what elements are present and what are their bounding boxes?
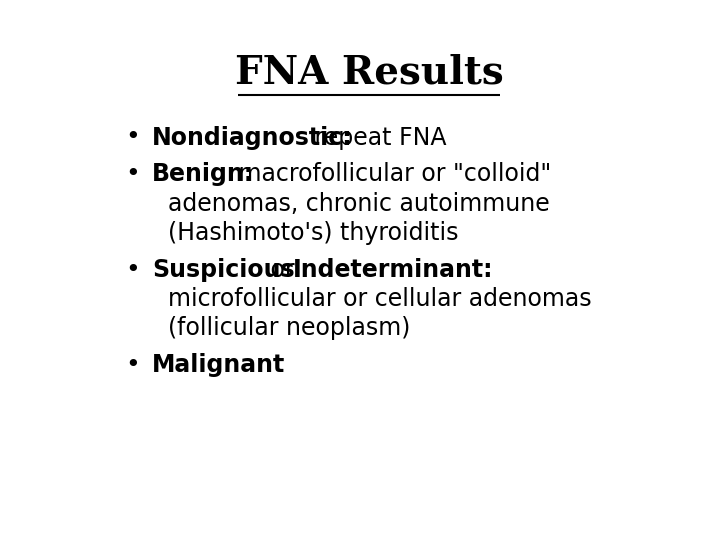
- Text: Indeterminant:: Indeterminant:: [293, 258, 493, 282]
- Text: •: •: [125, 163, 140, 186]
- Text: macrofollicular or "colloid": macrofollicular or "colloid": [231, 163, 552, 186]
- Text: Suspicious: Suspicious: [152, 258, 294, 282]
- Text: •: •: [125, 353, 140, 377]
- Text: (Hashimoto's) thyroiditis: (Hashimoto's) thyroiditis: [168, 221, 458, 245]
- Text: Malignant: Malignant: [152, 353, 285, 377]
- Text: (follicular neoplasm): (follicular neoplasm): [168, 316, 410, 340]
- Text: adenomas, chronic autoimmune: adenomas, chronic autoimmune: [168, 192, 549, 215]
- Text: Benign:: Benign:: [152, 163, 254, 186]
- Text: Nondiagnostic:: Nondiagnostic:: [152, 125, 353, 150]
- Text: •: •: [125, 125, 140, 150]
- Text: FNA Results: FNA Results: [235, 54, 503, 92]
- Text: repeat FNA: repeat FNA: [307, 125, 447, 150]
- Text: microfollicular or cellular adenomas: microfollicular or cellular adenomas: [168, 287, 591, 311]
- Text: •: •: [125, 258, 140, 282]
- Text: or: or: [263, 258, 302, 282]
